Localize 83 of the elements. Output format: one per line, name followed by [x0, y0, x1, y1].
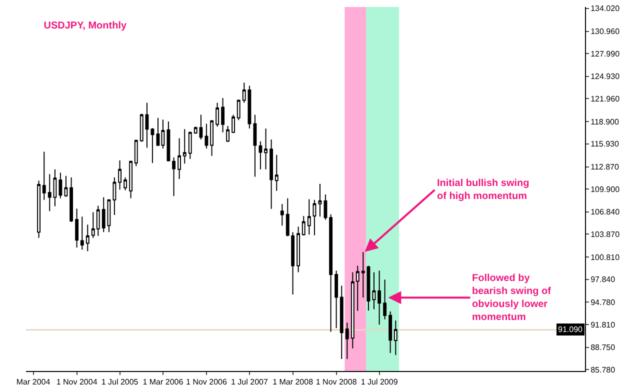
candlestick [124, 176, 128, 191]
y-tick-label: 134.020 [590, 4, 620, 14]
candlestick [216, 102, 220, 128]
candlestick [221, 98, 225, 133]
candlestick [345, 322, 349, 360]
candlestick [140, 113, 144, 142]
candlestick [172, 156, 176, 197]
y-tick-label: 121.960 [590, 94, 620, 104]
candlestick [280, 204, 284, 226]
y-tick-label: 115.930 [590, 140, 620, 149]
ref-line-label: 91.090 [558, 325, 584, 334]
candlestick [307, 198, 311, 236]
y-tick-label: 130.960 [590, 27, 620, 36]
x-tick-label: 1 Nov 2004 [56, 378, 98, 387]
candlestick [150, 128, 154, 164]
candlestick [302, 215, 306, 236]
candlestick [372, 272, 376, 310]
candlestick [182, 128, 186, 164]
candlestick [329, 214, 333, 332]
x-tick-label: 1 Jul 2007 [231, 378, 268, 387]
candlestick [270, 138, 274, 210]
x-tick-label: 1 Mar 2006 [142, 378, 184, 387]
candlestick [334, 270, 338, 329]
candlestick [361, 251, 365, 298]
y-tick-label: 85.780 [590, 365, 616, 374]
candlestick [318, 183, 322, 218]
candlestick [112, 176, 116, 216]
candlestick [134, 139, 138, 167]
candlestick [296, 226, 300, 273]
candlestick [64, 175, 68, 198]
x-tick-label: 1 Jul 2005 [101, 378, 139, 387]
candlestick [340, 285, 344, 360]
annotation: Initial bullish swing of high momentum [437, 178, 530, 202]
y-tick-label: 100.810 [590, 252, 620, 262]
candlestick [58, 172, 62, 199]
candlestick [70, 176, 74, 222]
candlestick [312, 199, 316, 236]
candlestick [388, 311, 392, 354]
candlestick [264, 128, 268, 170]
y-tick-label: 88.750 [590, 343, 616, 352]
candlestick [129, 160, 133, 199]
candlestick [80, 216, 84, 250]
candlestick [166, 120, 170, 162]
candlestick [324, 194, 328, 220]
candlestick [42, 151, 46, 200]
y-tick-label: 112.870 [590, 162, 620, 172]
candlestick [37, 180, 41, 238]
annotation: Followed by bearish swing of obviously lower momentum [472, 273, 552, 323]
x-tick-label: 1 Mar 2008 [272, 378, 314, 387]
y-tick-label: 94.780 [590, 298, 616, 308]
y-tick-label: 124.930 [590, 72, 620, 82]
text: USDJPY, Monthly [44, 20, 127, 32]
y-tick-label: 127.990 [590, 49, 620, 58]
x-tick-label: 1 Nov 2008 [316, 378, 358, 387]
candlestick [188, 131, 192, 160]
candlestick [199, 114, 203, 140]
candlestick [210, 120, 214, 156]
candlestick [75, 208, 79, 248]
candlestick [178, 138, 182, 180]
candlestick [253, 114, 257, 178]
candlestick [194, 126, 198, 134]
candlestick [236, 99, 240, 121]
candlestick [383, 279, 387, 320]
y-tick-label: 109.900 [590, 184, 620, 194]
candlestick [86, 224, 90, 252]
candlestick [226, 125, 230, 143]
candlestick [394, 320, 398, 356]
x-tick-label: Mar 2004 [16, 378, 51, 387]
candlestick [118, 160, 122, 190]
y-tick-label: 103.870 [590, 230, 620, 239]
candlestick [366, 265, 370, 312]
candlestick [378, 270, 382, 326]
candlestick [232, 114, 236, 134]
y-tick-label: 118.900 [590, 117, 620, 126]
x-tick-label: 1 Nov 2006 [186, 378, 228, 387]
y-tick-label: 97.840 [590, 275, 616, 284]
x-tick-label: 1 Jul 2009 [360, 378, 398, 387]
candlestick [258, 140, 262, 170]
y-tick-label: 106.840 [590, 208, 620, 217]
candlestick [204, 123, 208, 149]
candlestick [274, 154, 278, 192]
candlestick [145, 102, 149, 148]
y-tick-label: 91.810 [590, 320, 616, 330]
